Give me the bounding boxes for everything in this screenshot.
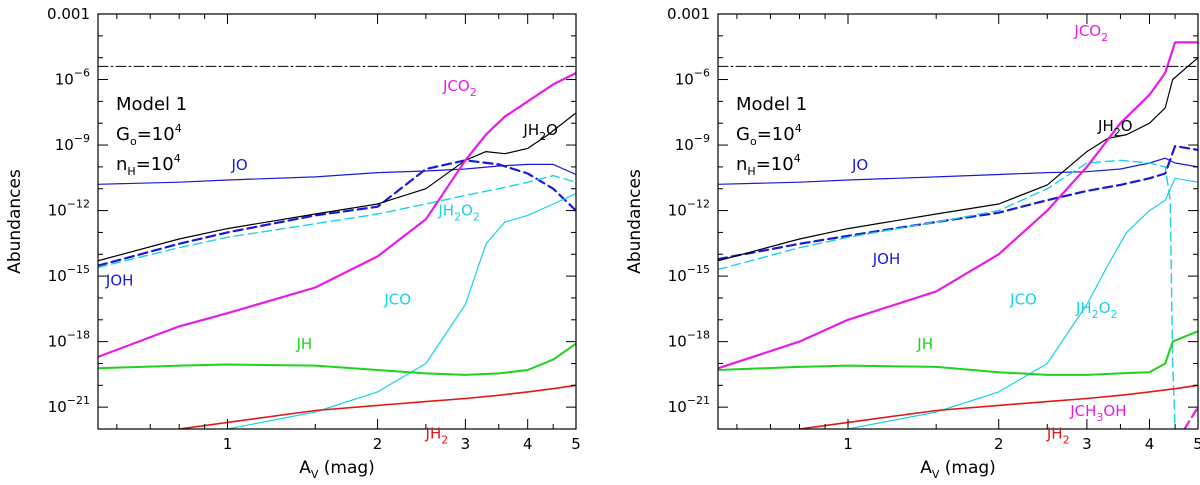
series-label-jh2o: JH2O [1097, 117, 1133, 139]
series-line-joh [98, 159, 576, 267]
left-x-axis-title: AV (mag) [299, 458, 375, 481]
x-tick-label: 3 [461, 435, 471, 453]
left-y-axis-title: Abundances [5, 169, 25, 274]
series-line-jh [718, 330, 1198, 376]
left-panel: 0.001 10−6 10−9 10−12 10−15 10−18 10−21 1 2 3 4 5 AV… [5, 5, 581, 481]
series-line-joh [718, 145, 1198, 261]
series-line-jh [98, 342, 576, 376]
series-label-jco: JCO [1009, 291, 1037, 309]
series-label-joh: JOH [105, 272, 134, 290]
series-label-jco: JCO [383, 291, 411, 309]
x-tick-label: 4 [1145, 435, 1155, 453]
x-tick-label: 5 [1193, 435, 1200, 453]
series-label-jco2: JCO2 [1073, 22, 1108, 44]
series-line-jco2 [98, 71, 576, 358]
series-label-jo: JO [230, 156, 247, 174]
y-tick-label: 0.001 [667, 5, 710, 23]
x-tick-label: 2 [994, 435, 1004, 453]
y-tick-label: 10−6 [55, 67, 90, 89]
series-label-jh: JH [916, 335, 933, 353]
series-label-jco2: JCO2 [442, 77, 477, 99]
right-panel: 0.001 10−6 10−9 10−12 10−15 10−18 10−21 1 2 3 4 5 AV… [625, 5, 1200, 481]
nh-label: nH=104 [116, 152, 181, 178]
series-label-jh2o2: JH2O2 [437, 201, 480, 223]
y-tick-label: 10−15 [48, 263, 90, 285]
right-x-axis-title: AV (mag) [920, 458, 996, 481]
series-label-jh2: JH2 [425, 425, 449, 447]
g0-label: Go=104 [736, 122, 802, 148]
nh-label: nH=104 [736, 152, 801, 178]
series-line-jco [226, 193, 576, 429]
left-plot-frame [97, 13, 577, 430]
series-line-jh2 [178, 384, 576, 429]
series-line-jco2 [718, 41, 1198, 370]
x-tick-label: 1 [223, 435, 233, 453]
series-label-jch3oh: JCH3OH [1069, 402, 1126, 424]
series-line-jh2o [718, 57, 1198, 262]
x-tick-label: 5 [571, 435, 581, 453]
series-label-jo: JO [851, 156, 868, 174]
y-tick-label: 10−18 [48, 329, 90, 351]
y-tick-label: 10−9 [55, 132, 90, 154]
series-label-jh2o2: JH2O2 [1075, 299, 1118, 321]
x-tick-label: 3 [1082, 435, 1092, 453]
y-tick-label: 10−9 [675, 132, 710, 154]
series-label-jh: JH [295, 335, 312, 353]
y-tick-label: 10−21 [48, 394, 90, 416]
g0-label: Go=104 [116, 122, 182, 148]
y-tick-label: 10−12 [668, 198, 710, 220]
right-plot-frame [717, 13, 1199, 430]
series-line-jh2o2 [98, 174, 576, 269]
y-tick-label: 10−15 [668, 263, 710, 285]
model-label: Model 1 [116, 94, 187, 115]
y-tick-label: 10−12 [48, 198, 90, 220]
x-tick-label: 4 [523, 435, 533, 453]
series-line-jo [718, 157, 1198, 185]
left-series-group [98, 65, 576, 429]
x-tick-label: 2 [373, 435, 383, 453]
y-tick-label: 0.001 [47, 5, 90, 23]
series-label-joh: JOH [872, 250, 901, 268]
series-line-jch3oh [1183, 406, 1198, 429]
series-line-jh2o2 [718, 159, 1176, 429]
series-line-jh2 [798, 384, 1198, 429]
series-line-jco [847, 177, 1198, 429]
series-line-jo [98, 163, 576, 185]
series-label-jh2o: JH2O [522, 121, 558, 143]
x-tick-label: 1 [843, 435, 853, 453]
series-label-jh2: JH2 [1046, 425, 1070, 447]
right-y-axis-title: Abundances [625, 169, 645, 274]
model-label: Model 1 [736, 94, 807, 115]
series-line-jh2o [98, 112, 576, 262]
y-tick-label: 10−18 [668, 329, 710, 351]
y-tick-label: 10−21 [668, 394, 710, 416]
right-series-group [718, 41, 1198, 429]
y-tick-label: 10−6 [675, 67, 710, 89]
